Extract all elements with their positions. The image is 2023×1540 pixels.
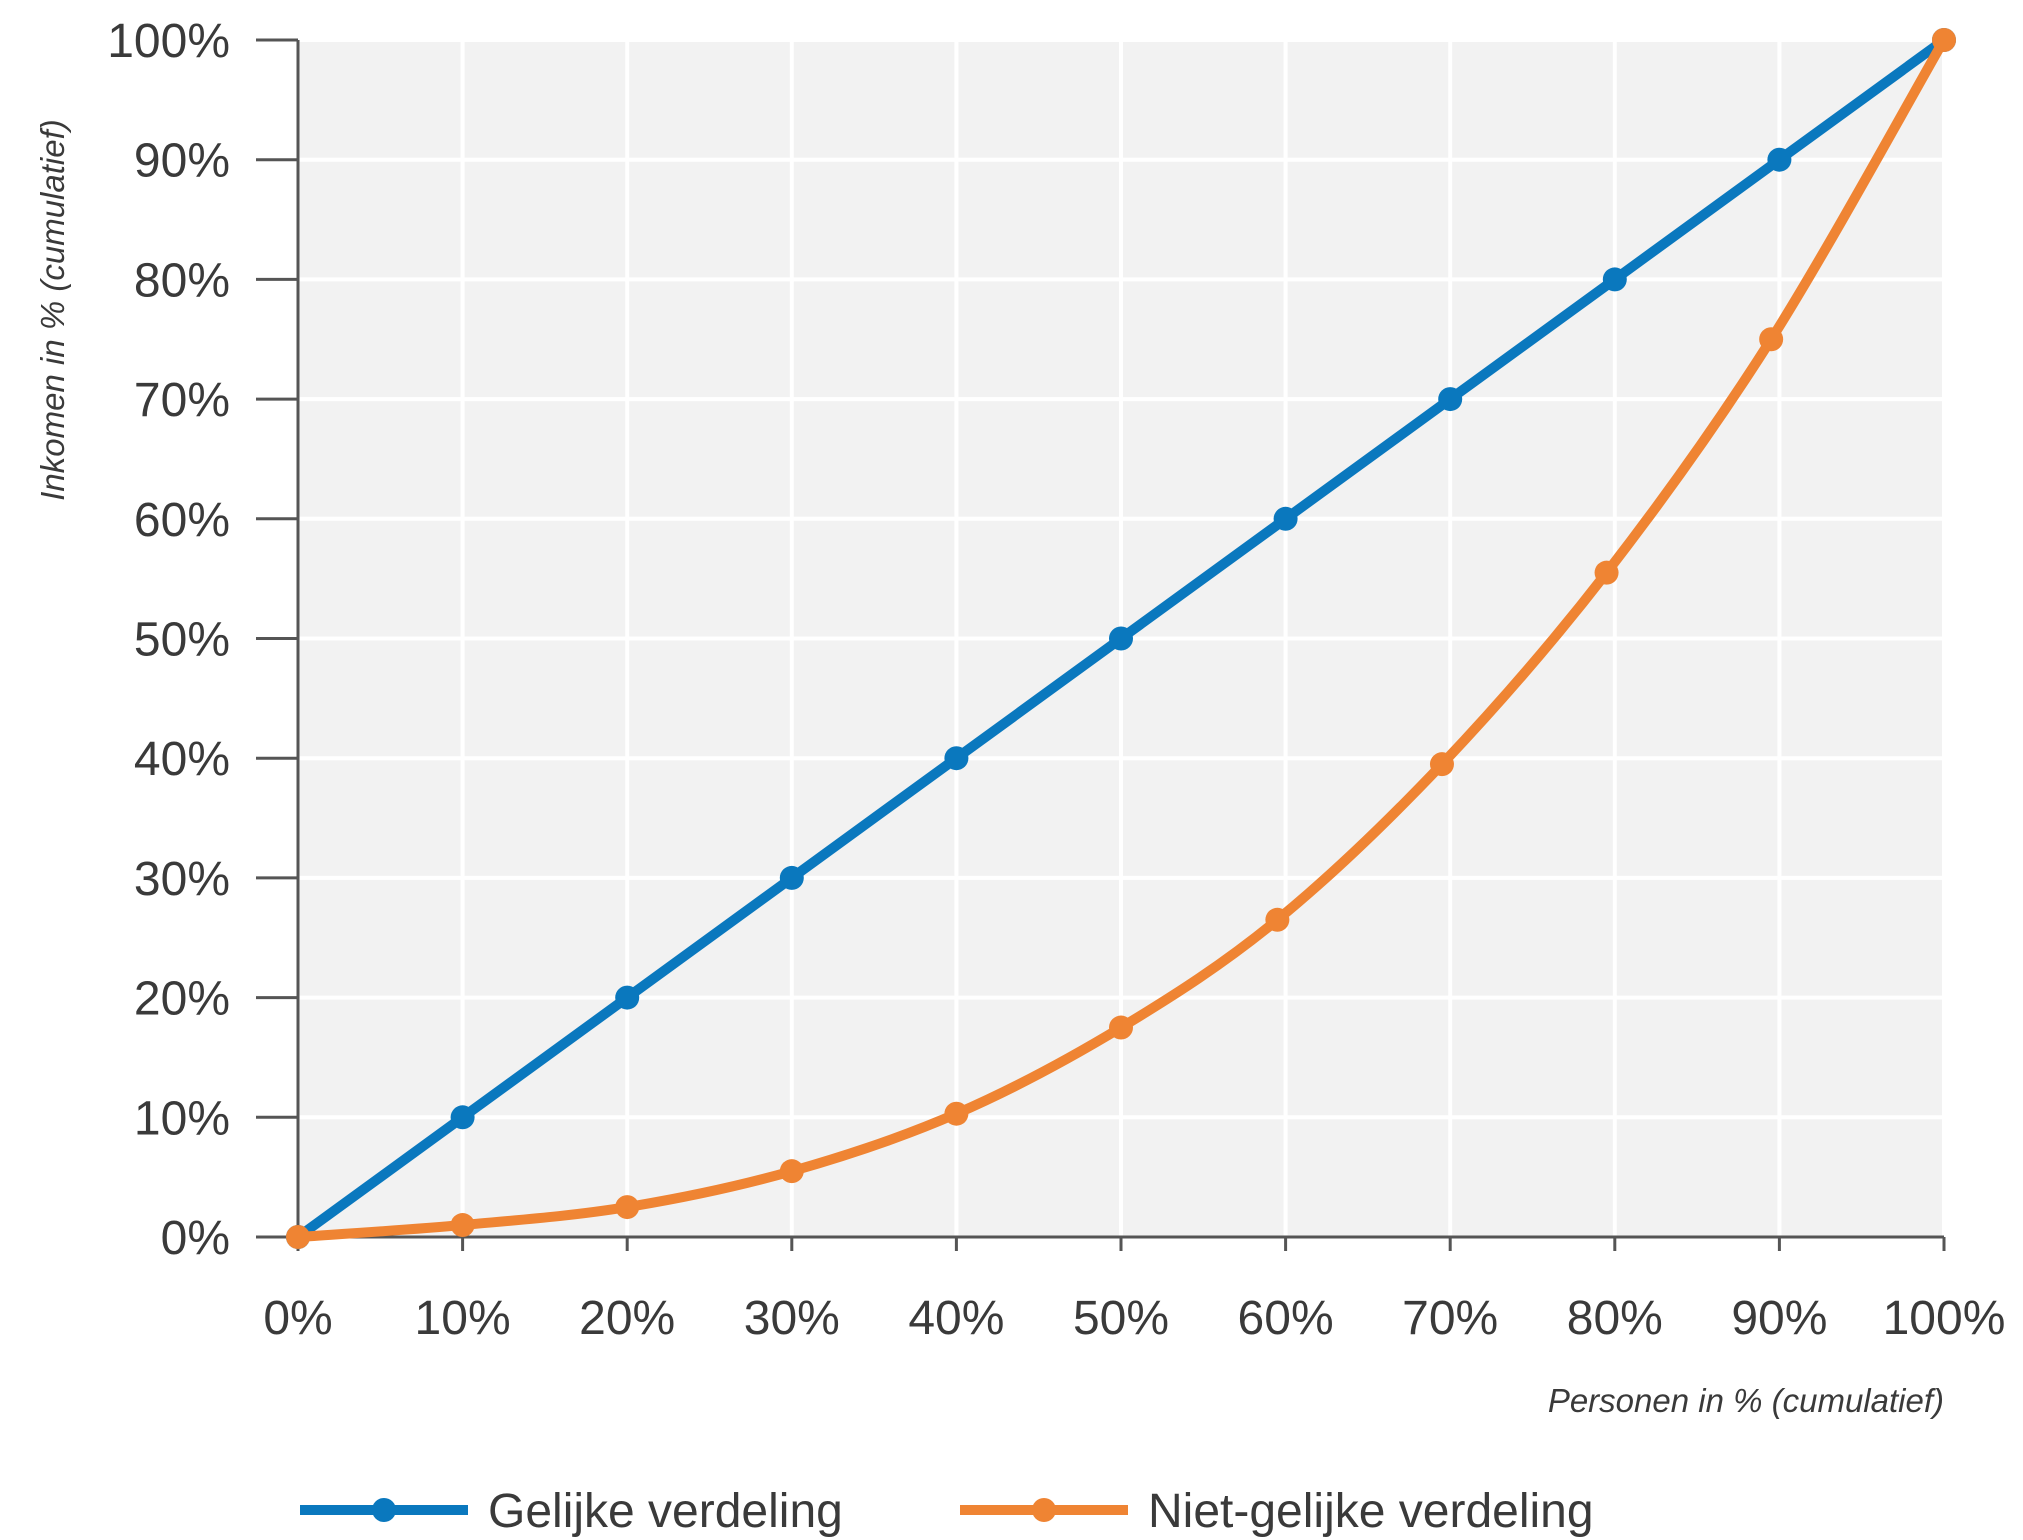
data-point-gelijke-verdeling (450, 1105, 475, 1130)
legend-label-niet-gelijke-verdeling: Niet-gelijke verdeling (1148, 1485, 1594, 1538)
data-point-gelijke-verdeling (615, 985, 640, 1010)
data-point-niet-gelijke-verdeling (944, 1101, 969, 1126)
y-tick-label: 60% (134, 494, 230, 547)
legend-item-niet-gelijke-verdeling: Niet-gelijke verdeling (960, 1485, 1594, 1538)
x-tick-label: 0% (263, 1292, 332, 1345)
legend-label-gelijke-verdeling: Gelijke verdeling (488, 1485, 843, 1538)
legend: Gelijke verdeling Niet-gelijke verdeling (300, 1485, 1594, 1538)
data-point-niet-gelijke-verdeling (615, 1195, 640, 1220)
data-point-gelijke-verdeling (1438, 387, 1463, 412)
data-point-gelijke-verdeling (1109, 626, 1133, 651)
x-tick-label: 80% (1567, 1292, 1663, 1345)
series-niet-gelijke-verdeling (286, 28, 1956, 1249)
x-tick-label: 50% (1073, 1292, 1169, 1345)
x-axis-tick-labels: 0% 10% 20% 30% 40% 50% 60% 70% 80% 90% 100% (263, 1292, 2005, 1345)
x-tick-label: 100% (1883, 1292, 2006, 1345)
axes (256, 38, 1946, 1251)
data-point-niet-gelijke-verdeling (450, 1213, 475, 1238)
legend-item-gelijke-verdeling: Gelijke verdeling (300, 1485, 843, 1538)
legend-marker-gelijke-verdeling (372, 1498, 396, 1522)
data-point-niet-gelijke-verdeling (286, 1225, 310, 1249)
y-tick-label: 20% (134, 973, 230, 1026)
x-tick-label: 10% (415, 1292, 511, 1345)
data-point-niet-gelijke-verdeling (1109, 1015, 1133, 1040)
series-layer (286, 28, 1956, 1249)
data-point-niet-gelijke-verdeling (1429, 752, 1454, 777)
data-point-gelijke-verdeling (1602, 267, 1627, 292)
y-tick-label: 50% (134, 614, 230, 667)
data-point-gelijke-verdeling (779, 865, 804, 890)
y-tick-label: 90% (134, 135, 230, 188)
legend-marker-niet-gelijke-verdeling (1032, 1498, 1056, 1522)
x-tick-label: 20% (579, 1292, 675, 1345)
x-tick-label: 40% (908, 1292, 1004, 1345)
data-point-niet-gelijke-verdeling (1932, 28, 1956, 52)
data-point-gelijke-verdeling (1767, 147, 1792, 172)
y-tick-label: 70% (134, 374, 230, 427)
y-tick-label: 30% (134, 853, 230, 906)
y-tick-label: 0% (161, 1212, 230, 1265)
y-tick-label: 10% (134, 1092, 230, 1145)
data-point-gelijke-verdeling (1273, 506, 1298, 531)
y-axis-label: Inkomen in % (cumulatief) (34, 119, 71, 500)
y-tick-label: 80% (134, 254, 230, 307)
data-point-niet-gelijke-verdeling (1759, 327, 1784, 352)
y-axis-tick-labels: 0% 10% 20% 30% 40% 50% 60% 70% 80% 90% 100% (107, 15, 230, 1265)
x-tick-label: 60% (1238, 1292, 1334, 1345)
y-tick-label: 40% (134, 733, 230, 786)
x-tick-label: 90% (1731, 1292, 1827, 1345)
y-tick-label: 100% (107, 15, 230, 68)
data-point-niet-gelijke-verdeling (779, 1159, 804, 1184)
x-axis-label: Personen in % (cumulatief) (1548, 1382, 1944, 1419)
x-tick-label: 30% (744, 1292, 840, 1345)
data-point-gelijke-verdeling (944, 746, 969, 771)
x-tick-label: 70% (1402, 1292, 1498, 1345)
data-point-niet-gelijke-verdeling (1594, 560, 1619, 585)
data-point-niet-gelijke-verdeling (1265, 907, 1290, 932)
